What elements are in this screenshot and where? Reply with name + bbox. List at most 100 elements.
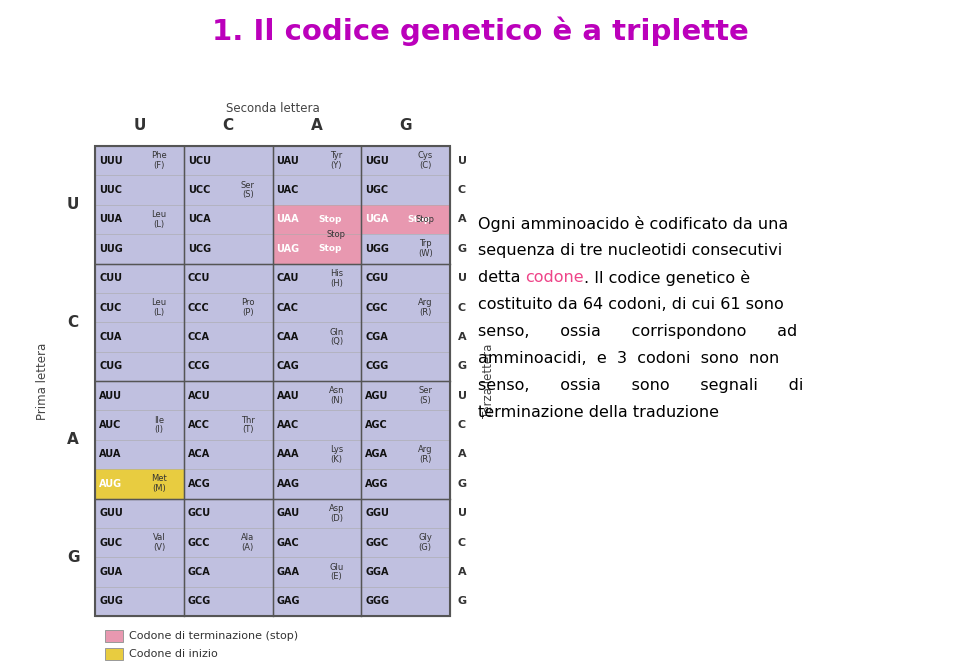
Text: G: G	[67, 550, 80, 565]
Bar	[95, 146, 183, 175]
Text: CAC: CAC	[276, 303, 299, 313]
Bar	[273, 146, 361, 175]
Text: GGC: GGC	[365, 537, 389, 548]
Bar	[95, 586, 183, 616]
Text: G: G	[399, 119, 412, 134]
Bar	[95, 264, 183, 293]
Bar	[95, 352, 183, 381]
Text: AGC: AGC	[365, 420, 388, 430]
Text: G: G	[458, 361, 468, 371]
Bar	[361, 528, 450, 557]
Bar	[95, 322, 183, 352]
Bar	[361, 205, 450, 234]
Bar	[95, 293, 183, 322]
Text: CUC: CUC	[99, 303, 121, 313]
Bar	[183, 146, 273, 175]
Bar	[361, 440, 450, 469]
Bar	[183, 381, 273, 411]
Bar	[95, 499, 183, 616]
Text: Val
(V): Val (V)	[153, 533, 165, 552]
Bar	[361, 557, 450, 586]
Text: Leu
(L): Leu (L)	[152, 298, 166, 317]
Bar	[183, 322, 273, 352]
Text: GAU: GAU	[276, 508, 300, 518]
Text: Ser
(S): Ser (S)	[241, 180, 254, 199]
Bar	[273, 175, 361, 205]
Text: GCU: GCU	[188, 508, 211, 518]
Bar	[361, 499, 450, 528]
Text: terminazione della traduzione: terminazione della traduzione	[478, 405, 719, 420]
Bar	[183, 293, 273, 322]
Text: CAU: CAU	[276, 273, 299, 283]
Text: U: U	[133, 119, 146, 134]
Text: CCU: CCU	[188, 273, 210, 283]
Text: CGU: CGU	[365, 273, 389, 283]
Text: U: U	[458, 508, 467, 518]
Bar	[95, 205, 183, 234]
Text: G: G	[458, 597, 468, 607]
Text: GAG: GAG	[276, 597, 300, 607]
Bar	[183, 440, 273, 469]
Text: U: U	[458, 156, 467, 166]
Bar	[273, 264, 361, 293]
Text: GUG: GUG	[99, 597, 123, 607]
Text: UUU: UUU	[99, 156, 123, 166]
Text: Ogni amminoacido è codificato da una: Ogni amminoacido è codificato da una	[478, 216, 788, 232]
Bar	[95, 499, 183, 528]
Text: C: C	[67, 315, 79, 329]
Bar	[183, 264, 273, 293]
Text: AUA: AUA	[99, 450, 121, 460]
Text: Ala
(A): Ala (A)	[241, 533, 254, 552]
Text: codone: codone	[526, 270, 585, 285]
Text: GCA: GCA	[188, 567, 210, 577]
Text: GCC: GCC	[188, 537, 210, 548]
Bar	[183, 411, 273, 440]
Text: Asp
(D): Asp (D)	[328, 504, 344, 523]
Bar	[273, 146, 361, 264]
Bar	[273, 411, 361, 440]
Text: Thr
(T): Thr (T)	[241, 416, 254, 434]
Text: G: G	[458, 244, 468, 254]
Text: AAG: AAG	[276, 479, 300, 488]
Text: Stop: Stop	[416, 215, 435, 224]
Text: Lys
(K): Lys (K)	[330, 445, 343, 464]
Text: A: A	[458, 215, 467, 224]
Bar	[183, 205, 273, 234]
Text: Stop: Stop	[327, 229, 346, 239]
Text: ACC: ACC	[188, 420, 209, 430]
Text: GAA: GAA	[276, 567, 300, 577]
Text: U: U	[458, 273, 467, 283]
Bar	[95, 234, 183, 264]
Bar	[95, 381, 183, 499]
Text: GGA: GGA	[365, 567, 389, 577]
Text: U: U	[67, 197, 79, 212]
Text: G: G	[458, 479, 468, 488]
Text: Met
(M): Met (M)	[151, 474, 167, 493]
Text: CUG: CUG	[99, 361, 122, 371]
Bar	[361, 499, 450, 616]
Bar	[361, 264, 450, 381]
Bar	[361, 234, 450, 264]
Bar	[183, 146, 273, 264]
Bar	[273, 586, 361, 616]
Text: Arg
(R): Arg (R)	[418, 445, 432, 464]
Text: Arg
(R): Arg (R)	[418, 298, 432, 317]
Text: Stop: Stop	[407, 215, 431, 224]
Text: Prima lettera: Prima lettera	[36, 342, 50, 419]
Text: U: U	[458, 391, 467, 401]
Text: AGA: AGA	[365, 450, 388, 460]
Bar	[273, 381, 361, 411]
Bar	[273, 293, 361, 322]
Bar	[183, 557, 273, 586]
Bar	[183, 234, 273, 264]
Bar	[273, 381, 361, 499]
Text: C: C	[458, 537, 467, 548]
Text: CCC: CCC	[188, 303, 209, 313]
Text: Leu
(L): Leu (L)	[152, 210, 166, 229]
Bar	[361, 146, 450, 264]
Bar	[105, 630, 123, 642]
Bar	[95, 411, 183, 440]
Text: Pro
(P): Pro (P)	[241, 298, 254, 317]
Bar	[95, 146, 450, 616]
Text: senso,      ossia      corrispondono      ad: senso, ossia corrispondono ad	[478, 324, 797, 339]
